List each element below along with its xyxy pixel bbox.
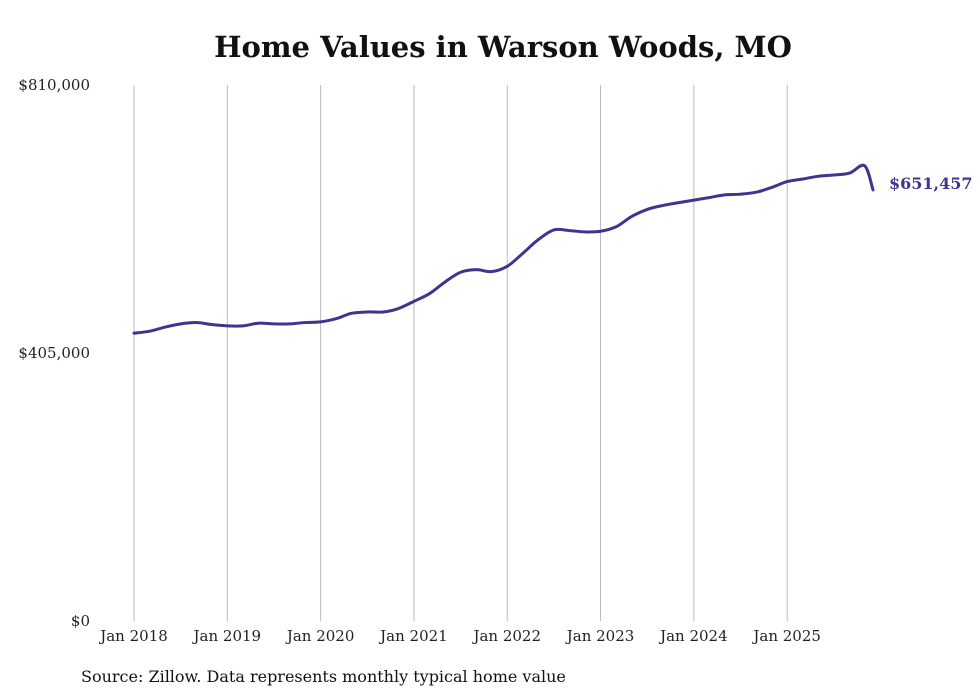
x-tick-label: Jan 2019 [192,627,262,645]
end-value-label: $651,457 [889,174,973,193]
gridlines [133,85,788,621]
chart-title: Home Values in Warson Woods, MO [214,30,792,64]
y-tick-label: $0 [71,612,90,630]
data-labels: $651,457 [889,174,973,193]
x-tick-label: Jan 2020 [285,627,355,645]
source-note: Source: Zillow. Data represents monthly … [81,667,566,686]
y-tick-label: $405,000 [18,344,90,362]
x-tick-label: Jan 2023 [565,627,635,645]
series-line [132,163,875,335]
y-tick-label: $810,000 [18,76,90,94]
x-tick-label: Jan 2024 [658,627,728,645]
x-tick-label: Jan 2025 [751,627,821,645]
x-tick-label: Jan 2018 [98,627,168,645]
x-tick-label: Jan 2022 [471,627,541,645]
y-axis-ticks: $0 $405,000 $810,000 [18,76,90,630]
x-axis-ticks: Jan 2018 Jan 2019 Jan 2020 Jan 2021 Jan 2022… [98,627,821,645]
series-layer [132,163,875,335]
x-tick-label: Jan 2021 [378,627,448,645]
